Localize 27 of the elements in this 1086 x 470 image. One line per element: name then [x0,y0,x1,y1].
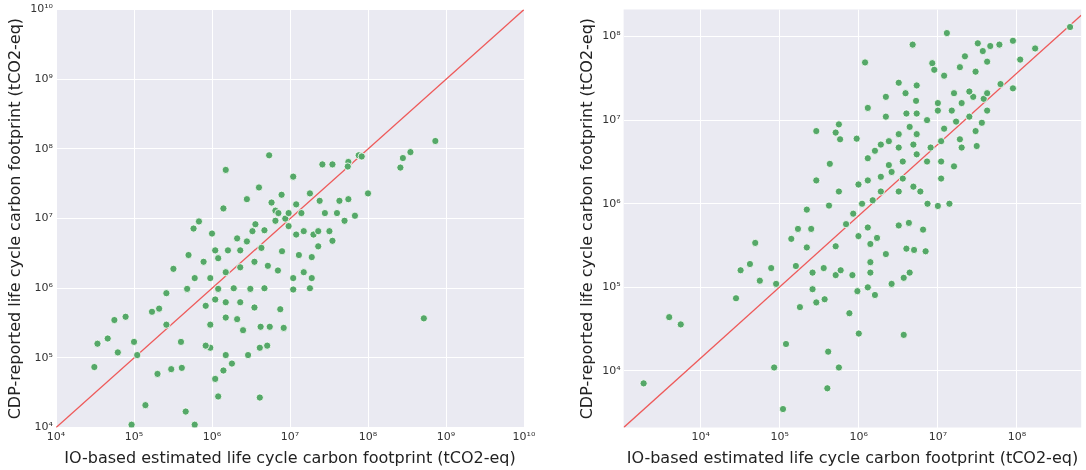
x-tick-label: 10⁶ [202,430,222,444]
y-tick-label: 10⁶ [34,281,54,295]
x-axis-title: IO-based estimated life cycle carbon footprint (tCO2-eq) [64,447,516,467]
y-tick-label: 10⁵ [602,280,621,294]
x-tick-label: 10⁶ [849,430,869,444]
x-tick-label: 10⁵ [770,430,789,444]
y-tick-label: 10⁷ [34,211,54,225]
y-tick-label: 10¹⁰ [30,2,54,16]
x-tick-label: 10⁸ [358,430,378,444]
x-tick-label: 10¹⁰ [512,430,536,444]
y-tick-label: 10⁴ [602,363,622,377]
y-axis-title: CDP-reported life cycle carbon footprint (tCO2-eq) [576,17,596,420]
y-tick-label: 10⁶ [602,196,622,210]
y-tick-label: 10⁹ [34,72,54,86]
y-tick-label: 10⁵ [34,350,54,364]
x-tick-label: 10⁴ [46,430,66,444]
x-tick-label: 10⁷ [280,430,300,444]
y-tick-label: 10⁸ [34,141,54,155]
x-tick-label: 10⁵ [124,430,144,444]
y-tick-label: 10⁸ [602,29,622,43]
y-tick-label: 10⁷ [602,113,621,126]
x-tick-label: 10⁴ [691,430,711,444]
x-tick-label: 10⁸ [1007,430,1027,444]
x-tick-label: 10⁷ [928,430,948,444]
x-tick-label: 10⁹ [436,430,456,444]
y-axis-title: CDP-reported life cycle carbon footprint (tCO2-eq) [4,17,24,420]
x-axis-title: IO-based estimated life cycle carbon footprint (tCO2-eq) [626,447,1079,467]
